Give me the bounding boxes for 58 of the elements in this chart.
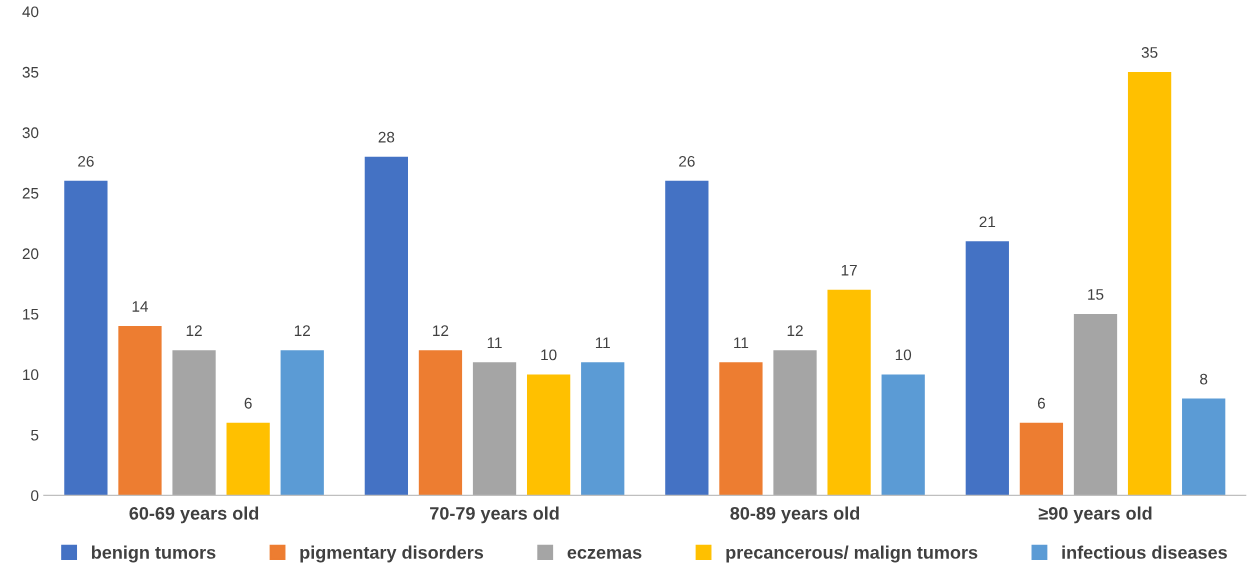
bar	[526, 374, 571, 496]
y-tick-label: 10	[23, 369, 39, 381]
bar	[280, 350, 324, 496]
legend-label: infectious diseases	[1062, 545, 1227, 559]
data-label: 10	[541, 349, 557, 361]
data-label: 11	[734, 337, 749, 349]
y-tick-label: 5	[31, 429, 39, 441]
bar	[472, 362, 517, 496]
data-label: 12	[433, 325, 449, 336]
y-tick-label: 35	[22, 66, 39, 78]
bar	[1127, 72, 1172, 496]
bar	[64, 180, 108, 496]
data-label: 11	[487, 337, 502, 349]
data-label: 12	[787, 325, 803, 336]
y-tick-label: 30	[22, 127, 39, 139]
bar	[773, 350, 817, 496]
bar	[418, 350, 463, 496]
bar	[1073, 313, 1118, 496]
y-tick-label: 20	[22, 248, 39, 260]
data-label: 21	[979, 216, 996, 228]
y-tick-label: 0	[31, 490, 39, 502]
data-label: 35	[1141, 47, 1158, 58]
bar	[172, 350, 216, 496]
data-label: 26	[679, 155, 695, 167]
data-label: 11	[595, 337, 610, 349]
bar	[364, 156, 408, 496]
bar	[1182, 398, 1226, 496]
bar	[665, 180, 709, 496]
data-label: 14	[132, 301, 149, 312]
data-label: 12	[186, 325, 202, 336]
data-label: 10	[895, 349, 912, 361]
legend-label: benign tumors	[91, 545, 216, 563]
data-label: 26	[78, 155, 94, 167]
legend-label: pigmentary disorders	[300, 545, 484, 563]
x-tick-label: ≥90 years old	[1038, 506, 1152, 524]
y-tick-label: 40	[22, 6, 39, 18]
data-label: 8	[1200, 373, 1208, 385]
bar	[827, 289, 871, 496]
legend-label: eczemas	[567, 548, 642, 559]
x-tick-label: 70-79 years old	[430, 506, 559, 524]
data-label: 28	[378, 131, 395, 143]
data-label: 15	[1088, 289, 1104, 300]
bar	[581, 362, 625, 496]
bar	[881, 374, 925, 496]
y-tick-label: 15	[23, 308, 39, 320]
y-tick-label: 25	[22, 187, 39, 199]
legend-label: precancerous/ malign tumors	[726, 545, 978, 563]
x-tick-label: 80-89 years old	[730, 506, 860, 524]
x-tick-label: 60-69 years old	[129, 506, 259, 524]
bar	[226, 422, 270, 496]
data-label: 6	[1037, 397, 1045, 409]
bar	[719, 362, 763, 496]
bar	[1019, 422, 1064, 496]
bar	[965, 241, 1009, 496]
data-label: 17	[841, 264, 857, 276]
data-label: 12	[294, 325, 310, 336]
bar	[118, 326, 162, 496]
data-label: 6	[244, 397, 252, 409]
